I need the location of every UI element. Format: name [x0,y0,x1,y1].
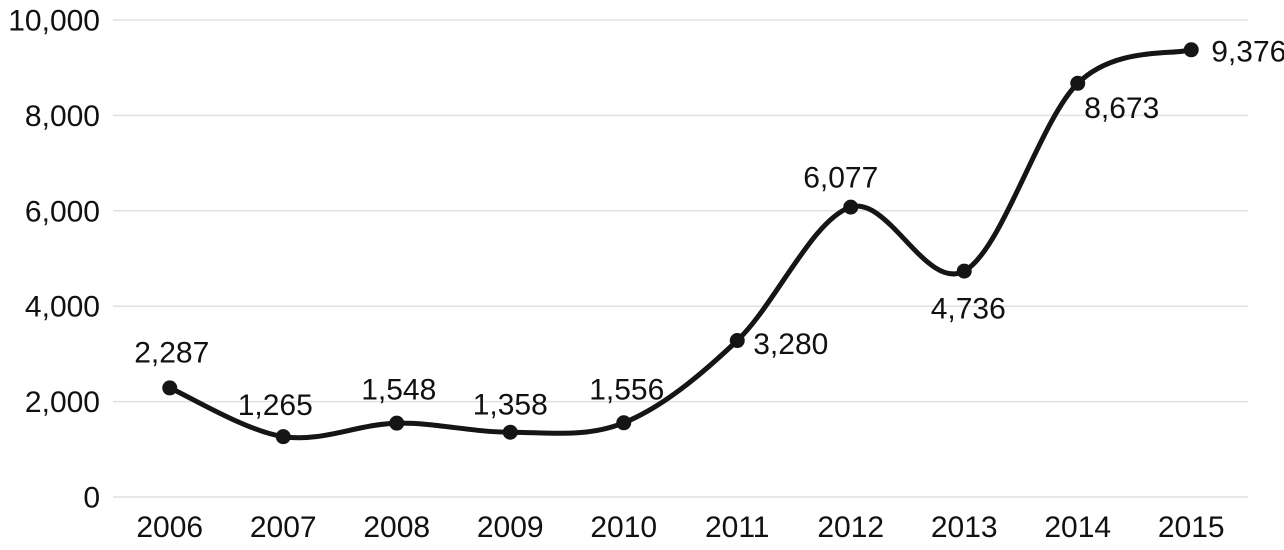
x-axis-tick-label-2007: 2007 [250,511,317,544]
y-axis-tick-label: 10,000 [8,5,100,38]
data-point-2012 [843,199,859,215]
data-label-2014: 8,673 [1084,92,1159,125]
data-label-2010: 1,556 [589,373,664,406]
data-point-2010 [616,415,632,431]
y-axis-tick-label: 4,000 [25,291,100,324]
data-label-2008: 1,548 [361,374,436,407]
y-axis-tick-label: 0 [83,482,100,515]
x-axis-tick-label-2006: 2006 [136,511,203,544]
x-axis-tick-label-2012: 2012 [817,511,884,544]
y-axis-tick-label: 8,000 [25,100,100,133]
data-point-2006 [162,380,178,396]
data-point-2007 [275,429,291,445]
x-axis-tick-label-2015: 2015 [1158,511,1225,544]
data-point-2009 [502,424,518,440]
x-axis-tick-label-2010: 2010 [590,511,657,544]
data-label-2012: 6,077 [803,162,878,195]
data-label-2006: 2,287 [134,336,209,369]
x-axis-tick-label-2008: 2008 [363,511,430,544]
x-axis-tick-label-2014: 2014 [1044,511,1111,544]
x-axis-tick-label-2009: 2009 [477,511,544,544]
y-axis-tick-label: 6,000 [25,195,100,228]
data-point-2008 [389,415,405,431]
data-label-2007: 1,265 [238,389,313,422]
y-axis-tick-label: 2,000 [25,386,100,419]
data-label-2009: 1,358 [473,389,548,422]
data-label-2013: 4,736 [931,293,1006,326]
x-axis-tick-label-2011: 2011 [705,511,770,544]
data-label-2015: 9,376 [1211,35,1284,68]
x-axis-tick-label-2013: 2013 [931,511,998,544]
data-label-2011: 3,280 [753,328,828,361]
data-point-2011 [729,333,745,349]
data-point-2013 [956,263,972,279]
data-point-2015 [1183,42,1199,58]
data-point-2014 [1070,75,1086,91]
